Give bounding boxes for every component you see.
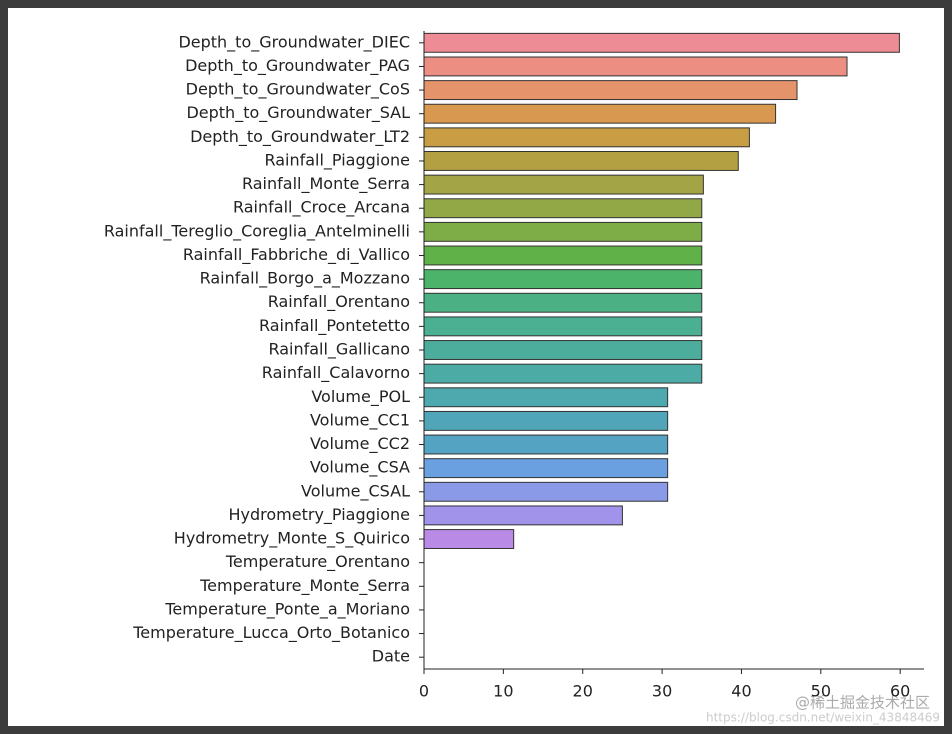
bar (423, 127, 750, 148)
y-tick-label: Temperature_Orentano (225, 552, 410, 572)
x-tick-label: 10 (493, 682, 513, 701)
y-tick-label: Temperature_Ponte_a_Moriano (164, 599, 410, 619)
x-tick-label: 30 (652, 682, 672, 701)
y-tick-label: Depth_to_Groundwater_PAG (185, 56, 410, 76)
bar (423, 80, 798, 101)
bar (423, 221, 703, 242)
bar (423, 387, 669, 408)
bar (423, 434, 669, 455)
y-tick-label: Volume_CSAL (301, 481, 410, 501)
y-tick-label: Volume_CC1 (310, 410, 410, 430)
bar (423, 481, 669, 502)
y-tick-label: Rainfall_Pontetetto (259, 316, 410, 336)
y-tick-label: Rainfall_Gallicano (268, 340, 410, 360)
x-tick-label: 0 (419, 682, 429, 701)
y-tick-label: Rainfall_Orentano (268, 292, 410, 312)
bar (423, 56, 848, 77)
bar (423, 151, 739, 171)
bar (423, 174, 704, 195)
y-tick-label: Rainfall_Tereglio_Coreglia_Antelminelli (104, 221, 410, 241)
bar (423, 269, 703, 290)
y-tick-label: Volume_POL (311, 387, 410, 407)
bar (423, 505, 623, 526)
y-tick-label: Depth_to_Groundwater_LT2 (190, 127, 410, 147)
bar (423, 529, 515, 549)
y-tick-label: Rainfall_Fabbriche_di_Vallico (183, 245, 410, 265)
x-tick-label: 40 (731, 682, 751, 701)
bar (423, 458, 669, 479)
x-tick-label: 20 (573, 682, 593, 701)
y-tick-label: Date (372, 647, 410, 666)
x-tick-label: 50 (811, 682, 831, 701)
x-tick-label: 60 (890, 682, 910, 701)
y-tick-label: Depth_to_Groundwater_DIEC (178, 32, 410, 52)
y-tick-label: Hydrometry_Monte_S_Quirico (174, 529, 410, 549)
bar (423, 198, 703, 219)
bar (423, 245, 703, 266)
bar (423, 103, 777, 124)
y-tick-label: Volume_CC2 (310, 434, 410, 454)
y-tick-label: Volume_CSA (310, 458, 410, 478)
bar (423, 363, 703, 384)
y-tick-label: Depth_to_Groundwater_SAL (186, 103, 410, 123)
y-tick-label: Rainfall_Borgo_a_Mozzano (200, 269, 410, 289)
bar (423, 316, 703, 337)
y-tick-label: Temperature_Monte_Serra (199, 576, 410, 596)
watermark-brand: @稀土掘金技术社区 (795, 694, 930, 712)
y-tick-label: Rainfall_Monte_Serra (242, 174, 410, 194)
y-tick-label: Rainfall_Croce_Arcana (233, 198, 410, 218)
y-tick-label: Rainfall_Piaggione (264, 150, 410, 170)
bar (423, 340, 703, 360)
y-tick-label: Temperature_Lucca_Orto_Botanico (132, 623, 410, 643)
bar (423, 410, 669, 431)
y-tick-label: Rainfall_Calavorno (262, 363, 410, 383)
bar (423, 32, 900, 53)
y-tick-label: Hydrometry_Piaggione (229, 505, 411, 525)
bar (423, 292, 703, 313)
watermark-url: https://blog.csdn.net/weixin_43848469 (706, 711, 940, 725)
y-tick-label: Depth_to_Groundwater_CoS (186, 80, 410, 100)
